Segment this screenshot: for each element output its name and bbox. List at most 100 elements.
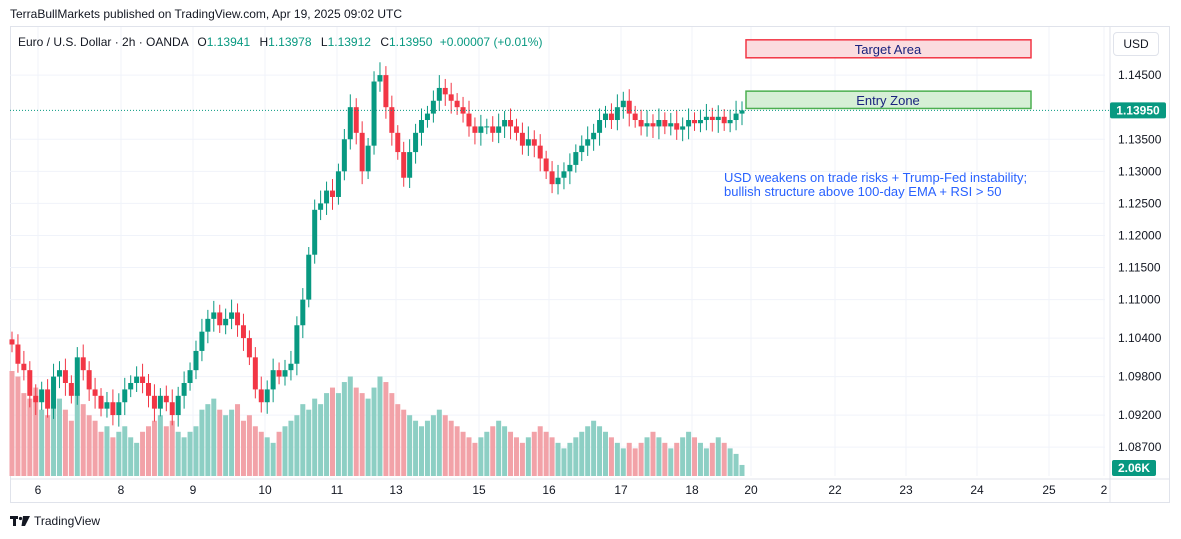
volume-bar [531,431,537,476]
candle-body [662,120,668,127]
candle-body [561,171,567,178]
volume-bar [686,431,692,476]
volume-bar [134,442,140,476]
y-tick-label: 1.13500 [1118,132,1162,146]
volume-bar [715,437,721,476]
candle-body [543,158,549,172]
volume-bar [341,382,347,476]
last-price-badge [1110,102,1166,119]
volume-bar [513,437,519,476]
candle-body [484,126,490,128]
candle-body [620,100,626,108]
candle-body [436,87,442,101]
volume-bar [306,409,312,476]
candle-body [537,145,543,159]
volume-bar [377,376,383,476]
volume-bar [21,393,27,476]
volume-bar [602,431,608,476]
volume-bar [674,442,680,476]
y-tick-label: 1.13000 [1118,164,1162,178]
volume-bar [140,431,146,476]
candle-body [656,120,662,127]
candle-body [721,116,727,124]
volume-bar [86,415,92,476]
candle-body [51,376,57,409]
volume-bar [45,415,51,476]
candle-body [478,126,484,133]
volume-bar [163,426,169,476]
candle-body [264,389,270,403]
candle-body [187,370,193,383]
x-tick-label: 13 [389,483,403,497]
candle-body [709,116,715,121]
candle-body [288,363,294,371]
candle-body [430,100,436,114]
candle-body [454,100,460,108]
volume-bar [371,387,377,476]
candle-body [181,382,187,396]
x-tick-label: 24 [970,483,984,497]
entry-zone-label: Entry Zone [856,93,920,108]
volume-bar [555,442,561,476]
candle-body [318,203,324,210]
candle-body [407,152,413,178]
candle-body [217,312,223,326]
volume-bar [33,387,39,476]
volume-bar [347,376,353,476]
candle-body [252,357,258,390]
symbol-label[interactable]: Euro / U.S. Dollar · 2h · OANDA [18,35,189,49]
volume-bar [359,393,365,476]
volume-bar [424,420,430,476]
candle-body [294,325,300,364]
volume-bar [680,437,686,476]
change-value: +0.00007 (+0.01%) [439,35,543,49]
candle-body [668,123,674,127]
candle-body [163,395,169,403]
volume-bar [335,393,341,476]
candle-body [703,116,709,121]
y-tick-label: 1.12000 [1118,228,1162,242]
volume-bar [389,393,395,476]
volume-bar [591,420,597,476]
volume-bar [496,420,502,476]
candle-body [650,123,656,127]
volume-bar [128,437,134,476]
volume-bar [68,420,74,476]
axes: 1.14500 1.13500 1.13000 1.12500 1.12000 1.115… [10,27,1170,503]
volume-bar [187,431,193,476]
volume-bar [419,426,425,476]
candle-body [68,382,74,396]
volume-bar [318,404,324,476]
volume-bar [573,437,579,476]
currency-button[interactable]: USD [1113,32,1159,56]
candle-body [389,107,395,133]
volume-bar [199,409,205,476]
volume-bar [116,431,122,476]
x-tick-label: 6 [35,483,42,497]
candle-body [413,132,419,153]
close-key: C [380,35,389,49]
footer-brand[interactable]: TradingView [34,514,101,528]
candle-body [644,123,650,127]
volume-bar [151,420,157,476]
close-value: 1.13950 [388,35,433,49]
candle-body [276,370,282,377]
volume-bar [92,420,98,476]
volume-bar [294,415,300,476]
volume-bar [282,426,288,476]
volume-bar [632,448,638,476]
volume-bar [472,442,478,476]
candle-body [531,139,537,146]
volume-bar [264,437,270,476]
candle-body [614,107,620,121]
candle-body [371,81,377,146]
volume-bar [98,431,104,476]
target-area-label: Target Area [855,42,922,57]
candle-body [110,402,116,416]
volume-bar [739,464,745,476]
candle-body [674,123,680,130]
candle-body [466,113,472,127]
entry-zone-box [745,90,1032,110]
candle-body [602,113,608,121]
